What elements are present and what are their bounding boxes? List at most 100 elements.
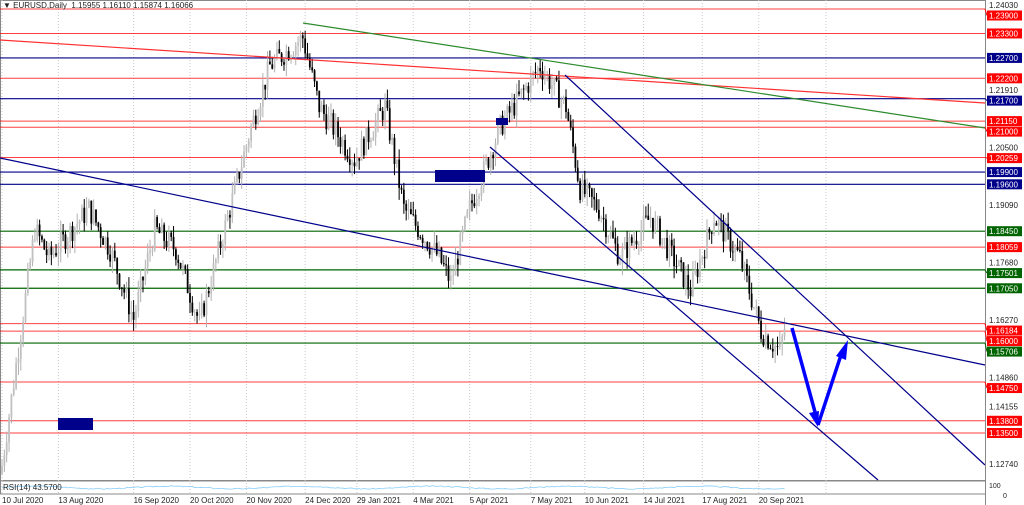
candle-bull [198, 313, 201, 316]
candle-bear [534, 72, 537, 74]
candle-bull [553, 77, 556, 86]
candle-bear [177, 259, 180, 263]
candle-bull [294, 45, 297, 56]
candle-bull [57, 251, 60, 256]
x-tick-label: 20 Oct 2020 [190, 496, 234, 505]
candle-bear [652, 217, 654, 232]
x-tick-label: 5 Apr 2021 [470, 496, 509, 505]
arrow-down-icon [790, 327, 817, 413]
price-level-badge [987, 242, 1022, 253]
x-tick-label: 4 Mar 2021 [413, 496, 454, 505]
candle-bull [663, 238, 666, 239]
zone-rectangle [435, 170, 485, 182]
candle-bear [630, 237, 633, 244]
candle-bear [381, 110, 384, 120]
candle-bear [776, 346, 779, 347]
candle-bull [351, 162, 354, 165]
candle-bear [595, 199, 598, 210]
rsi-line [1, 485, 785, 490]
candle-bear [762, 338, 765, 346]
y-tick-label: 1.20500 [989, 144, 1018, 153]
price-level-badge [987, 415, 1022, 426]
channel-lower-line [489, 146, 879, 481]
red-trendline [0, 39, 986, 104]
candle-bear [588, 184, 591, 189]
candle-bear [410, 209, 412, 214]
candle-bull [494, 143, 497, 159]
candle-bull [713, 223, 715, 234]
candle-bear [645, 215, 647, 217]
candle-bear [179, 262, 182, 269]
candle-bull [424, 242, 426, 244]
candle-bear [412, 213, 415, 215]
candle-bull [210, 287, 213, 294]
triangle-down-icon[interactable]: ▼ [3, 1, 14, 10]
candle-bear [207, 291, 210, 294]
candle-bull [633, 240, 636, 244]
candle-bear [120, 287, 123, 289]
x-tick-label: 20 Nov 2020 [246, 496, 292, 505]
candle-bear [43, 239, 46, 250]
candle-bull [226, 214, 229, 221]
y-tick-label: 1.16270 [989, 316, 1018, 325]
candle-bull [81, 207, 83, 222]
candle-bull [111, 250, 114, 262]
candle-bull [562, 96, 565, 101]
candle-bear [287, 51, 290, 60]
candle-bull [668, 239, 671, 259]
candle-bear [750, 293, 753, 308]
candle-bull [22, 321, 25, 341]
candle-bull [677, 260, 680, 267]
candle-bear [271, 64, 274, 69]
candle-bull [764, 335, 767, 346]
candle-bear [196, 312, 198, 316]
candle-bear [626, 242, 628, 259]
candle-bull [623, 242, 626, 249]
candle-bear [487, 158, 490, 168]
candle-bear [254, 115, 257, 125]
candle-bear [722, 220, 725, 242]
candle-bear [71, 225, 74, 241]
x-tick-label: 14 Jul 2021 [644, 496, 686, 505]
candle-bear [576, 167, 579, 181]
candle-bear [106, 237, 109, 255]
candle-bull [743, 264, 746, 269]
arrow-down-head-icon [809, 411, 819, 427]
candle-bear [689, 289, 692, 297]
y-tick-label: 1.19090 [989, 201, 1018, 210]
candle-bull [543, 75, 546, 80]
candle-bear [337, 121, 339, 138]
candle-bear [741, 251, 744, 269]
candle-bull [233, 181, 236, 194]
price-level-badge [987, 428, 1022, 439]
candle-bull [656, 218, 659, 220]
candle-bull [92, 209, 95, 224]
candle-bear [710, 232, 713, 234]
price-level-badge [987, 116, 1022, 127]
candle-bear [269, 61, 271, 65]
candle-bear [172, 236, 175, 250]
candle-bull [607, 236, 610, 238]
candle-bull [257, 116, 260, 125]
price-level-label: 1.14750 [989, 384, 1018, 393]
candle-bull [160, 224, 163, 234]
zone-rectangle [58, 418, 93, 430]
candle-bull [182, 265, 184, 269]
candle-bull [153, 217, 156, 251]
candle-bull [130, 311, 133, 315]
y-tick-label: 1.12740 [989, 460, 1018, 469]
y-tick-label: 1.21910 [989, 86, 1018, 95]
candle-bull [76, 224, 79, 228]
candle-bear [379, 108, 382, 111]
candle-bull [621, 248, 624, 264]
candle-bull [370, 140, 372, 143]
candle-bull [600, 217, 603, 219]
candle-bear [238, 172, 241, 179]
candle-bull [774, 346, 777, 352]
level-label-connector [984, 156, 988, 159]
y-tick-label: 1.14155 [989, 402, 1018, 411]
candle-bear [428, 249, 431, 255]
level-label-connector [984, 381, 988, 389]
candle-bull [478, 195, 480, 199]
